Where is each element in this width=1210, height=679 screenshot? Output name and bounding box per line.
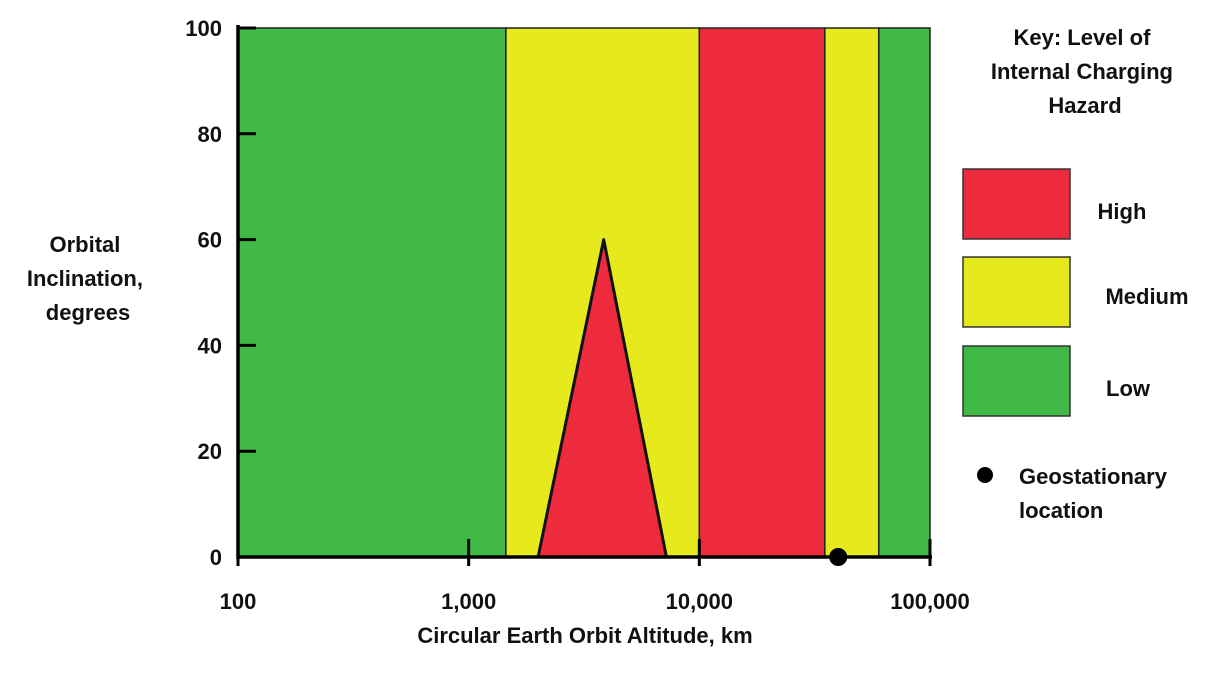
x-tick-label: 1,000 — [441, 589, 496, 614]
axes — [236, 25, 932, 566]
x-tick-label: 100 — [220, 589, 257, 614]
y-tick-label: 20 — [198, 439, 222, 464]
legend-geostationary-label-line: Geostationary — [1019, 464, 1168, 489]
y-tick-label: 40 — [198, 333, 222, 358]
legend-geostationary-label: Geostationary location — [1019, 464, 1173, 523]
tick-labels: 0 20 40 60 80 100 100 1,000 10,000 100,000 — [185, 16, 969, 614]
hazard-band-high — [698, 27, 826, 558]
geostationary-marker-layer — [829, 548, 848, 566]
y-axis-label-line: Orbital — [49, 232, 120, 257]
y-axis-label-line: degrees — [46, 300, 130, 325]
legend: Key: Level of Internal Charging Hazard H… — [962, 25, 1189, 523]
y-tick-label: 80 — [198, 122, 222, 147]
legend-swatch-high — [962, 168, 1071, 240]
legend-swatch-low — [962, 345, 1071, 417]
legend-label-medium: Medium — [1105, 284, 1188, 309]
y-axis-label-line: Inclination, — [27, 266, 143, 291]
legend-title: Key: Level of Internal Charging Hazard — [991, 25, 1179, 118]
legend-swatch-medium — [962, 256, 1071, 328]
legend-title-line: Key: Level of — [1013, 25, 1151, 50]
hazard-band-low — [237, 27, 507, 558]
legend-title-line: Hazard — [1048, 93, 1121, 118]
geostationary-marker — [829, 548, 848, 566]
hazard-band-medium — [824, 27, 880, 558]
y-axis-label: Orbital Inclination, degrees — [27, 232, 149, 325]
hazard-bands — [237, 27, 931, 558]
legend-label-high: High — [1098, 199, 1147, 224]
legend-geostationary-marker — [977, 467, 993, 483]
x-tick-label: 10,000 — [666, 589, 733, 614]
y-tick-label: 60 — [198, 228, 222, 253]
x-tick-label: 100,000 — [890, 589, 970, 614]
legend-title-line: Internal Charging — [991, 59, 1173, 84]
x-axis-label: Circular Earth Orbit Altitude, km — [417, 623, 752, 648]
legend-label-low: Low — [1106, 376, 1151, 401]
legend-geostationary-label-line: location — [1019, 498, 1103, 523]
y-tick-label: 0 — [210, 545, 222, 570]
y-tick-label: 100 — [185, 16, 222, 41]
hazard-band-low — [878, 27, 931, 558]
